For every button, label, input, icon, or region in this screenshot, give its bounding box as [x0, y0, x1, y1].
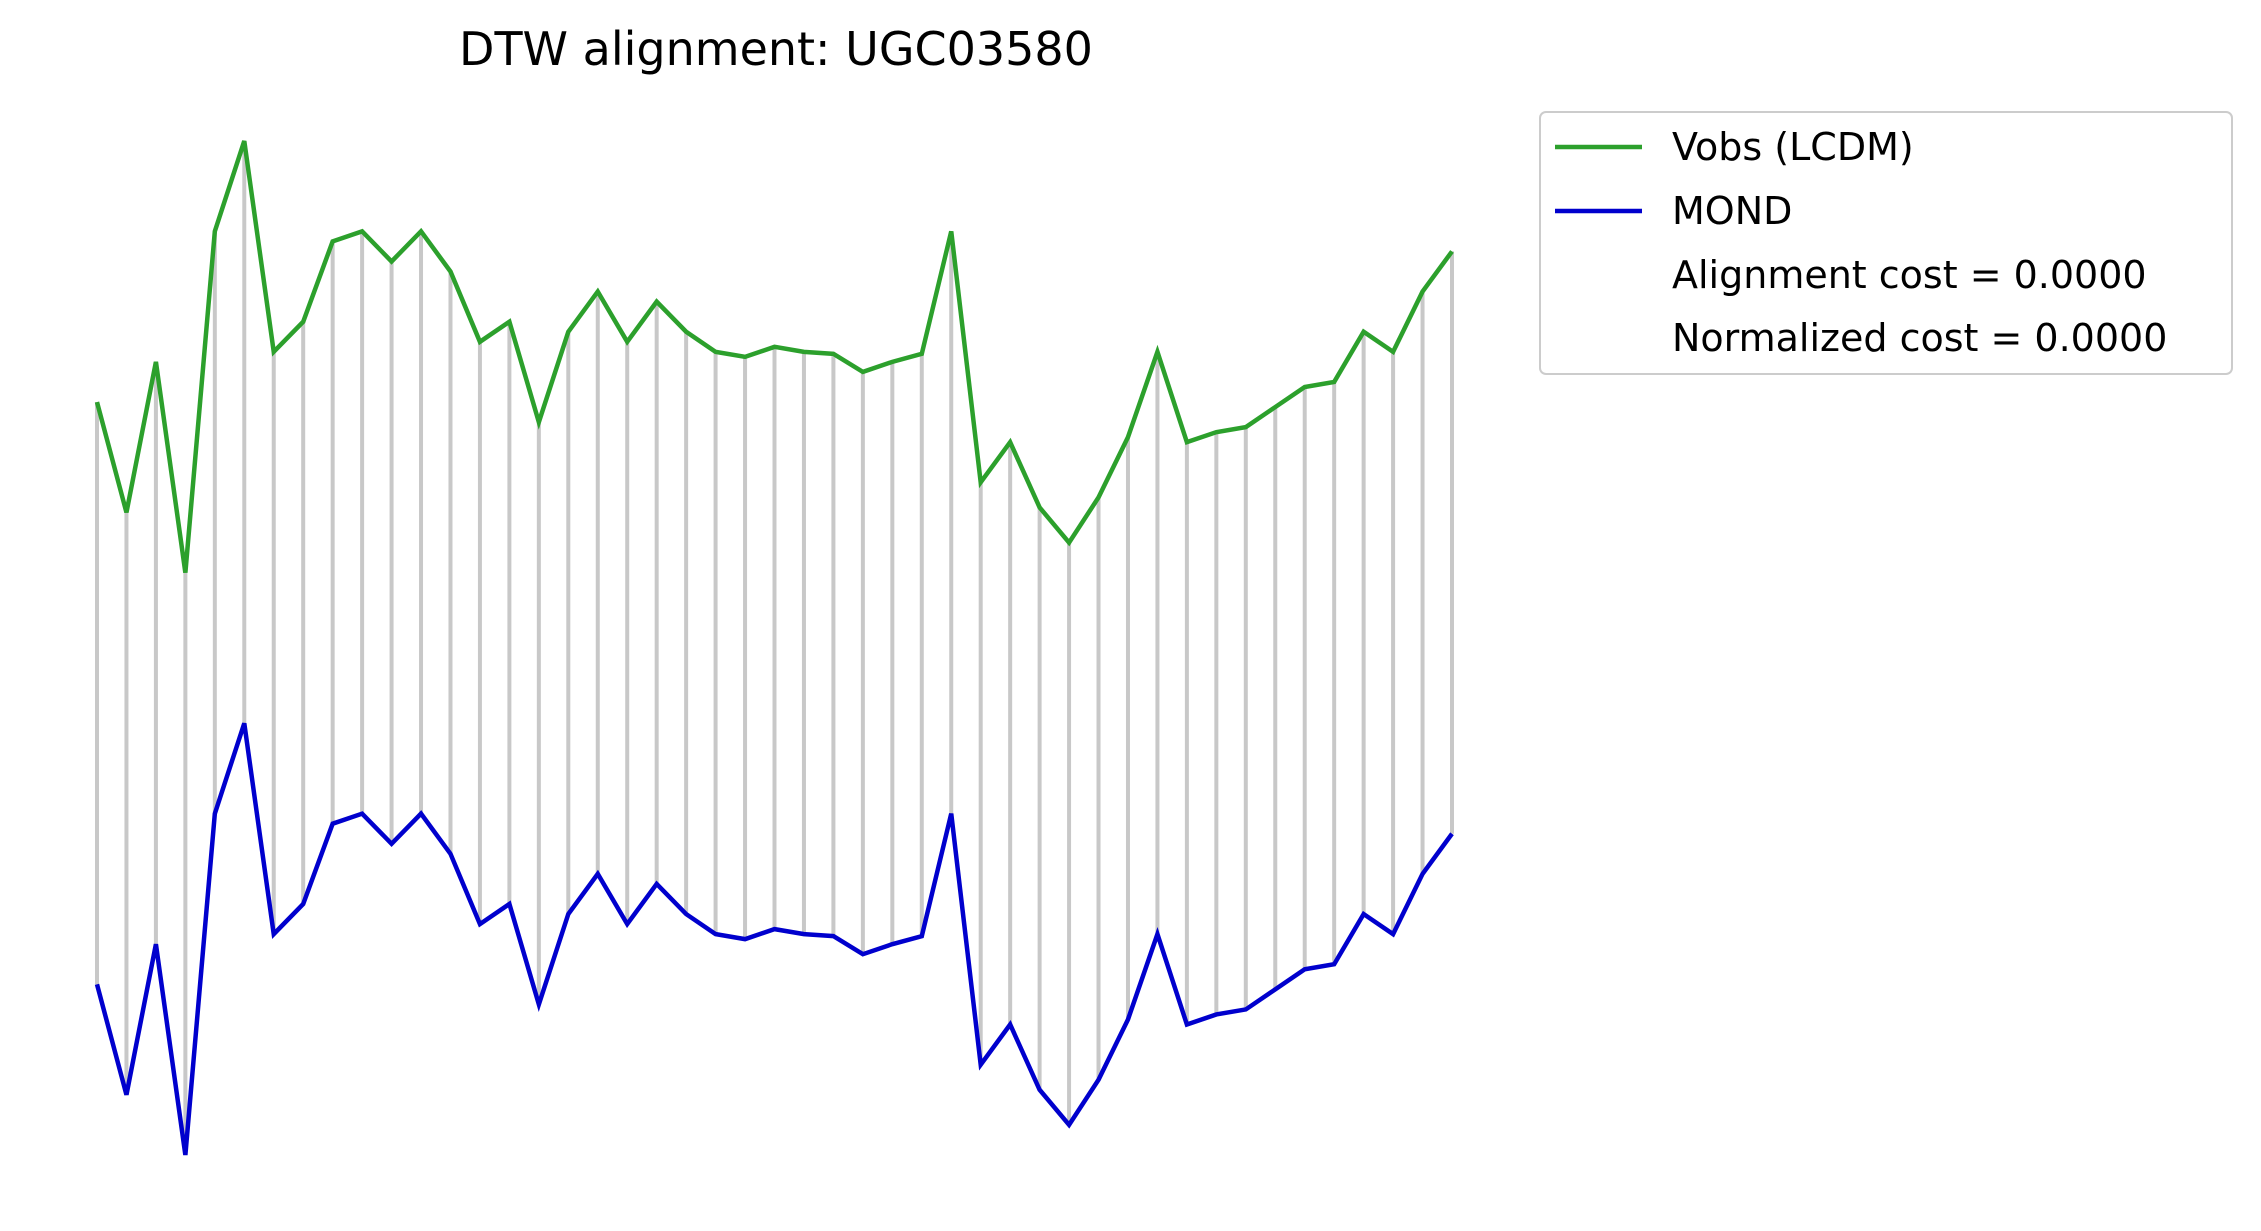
legend-label-vobs: Vobs (LCDM): [1672, 125, 1914, 169]
legend-normalized-cost: Normalized cost = 0.0000: [1672, 316, 2167, 360]
chart-title: DTW alignment: UGC03580: [459, 22, 1093, 76]
legend-alignment-cost: Alignment cost = 0.0000: [1672, 253, 2147, 297]
legend-label-mond: MOND: [1672, 189, 1792, 233]
alignment-lines: [95, 141, 1454, 1155]
series-line-mond: [94, 722, 1454, 1156]
series-line-vobs: [94, 140, 1454, 574]
legend: Vobs (LCDM) MOND Alignment cost = 0.0000…: [1539, 111, 2233, 375]
series-lines: [94, 140, 1454, 1156]
legend-box: [1539, 111, 2233, 375]
